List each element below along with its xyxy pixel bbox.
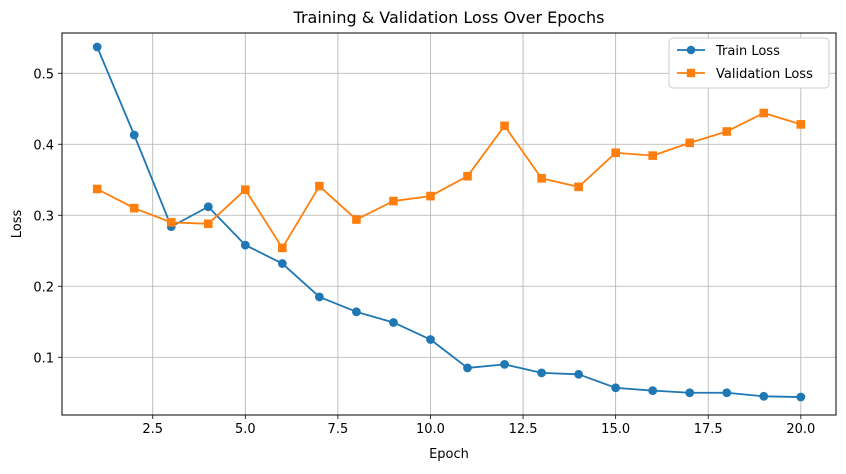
data-point-validation-loss — [759, 108, 769, 118]
data-point-validation-loss — [722, 127, 732, 136]
x-tick-label: 7.5 — [328, 422, 349, 437]
x-tick-label: 17.5 — [694, 422, 723, 437]
y-tick-label: 0.5 — [33, 67, 54, 82]
data-point-validation-loss — [389, 196, 398, 206]
legend-label-train-loss: Train Loss — [715, 44, 780, 59]
data-point-validation-loss — [166, 218, 176, 227]
data-point-train-loss — [574, 369, 584, 379]
data-point-train-loss — [500, 359, 509, 369]
data-point-validation-loss — [129, 203, 139, 213]
data-point-train-loss — [759, 391, 769, 401]
y-tick-label: 0.3 — [33, 209, 54, 224]
series-validation-loss — [92, 108, 806, 253]
data-point-train-loss — [685, 388, 695, 398]
data-point-validation-loss — [203, 219, 213, 229]
data-point-validation-loss — [611, 148, 620, 158]
data-point-validation-loss — [685, 138, 695, 148]
y-tick-label: 0.2 — [33, 280, 54, 295]
data-point-train-loss — [537, 368, 546, 378]
data-point-validation-loss — [574, 182, 583, 192]
series-line-validation-loss — [96, 112, 802, 249]
legend-marker-validation-loss — [686, 68, 696, 78]
series-layer — [92, 42, 806, 402]
chart-title: Training & Validation Loss Over Epochs — [293, 8, 605, 27]
plot-frame — [61, 32, 837, 416]
legend-box — [668, 37, 830, 89]
data-point-train-loss — [722, 388, 732, 398]
x-tick-label: 20.0 — [786, 422, 815, 437]
data-point-validation-loss — [315, 181, 324, 191]
data-point-validation-loss — [241, 185, 250, 195]
data-point-train-loss — [796, 392, 806, 402]
x-tick-label: 12.5 — [509, 422, 538, 437]
data-point-train-loss — [203, 202, 213, 212]
x-axis-label: Epoch — [429, 447, 469, 462]
series-train-loss — [92, 42, 806, 402]
data-point-validation-loss — [426, 191, 435, 201]
y-axis-label: Loss — [10, 210, 25, 239]
x-tick-label: 15.0 — [601, 422, 630, 437]
data-point-train-loss — [463, 363, 472, 373]
x-tick-label: 2.5 — [142, 422, 163, 437]
series-line-train-loss — [96, 46, 801, 398]
axes: 2.5 5.0 7.5 10.0 12.5 15.0 17.5 20.0 0.1 0.2 0.3 0.… — [33, 67, 815, 437]
data-point-validation-loss — [500, 121, 509, 131]
data-point-validation-loss — [352, 215, 361, 224]
data-point-validation-loss — [278, 243, 287, 253]
data-point-train-loss — [426, 335, 435, 344]
y-tick-label: 0.4 — [33, 138, 54, 153]
data-point-validation-loss — [648, 151, 657, 160]
data-point-train-loss — [129, 130, 139, 140]
legend-marker-train-loss — [686, 45, 696, 55]
data-point-train-loss — [648, 386, 658, 396]
data-point-train-loss — [92, 42, 102, 52]
data-point-validation-loss — [796, 120, 806, 129]
data-point-train-loss — [314, 292, 324, 302]
data-point-validation-loss — [537, 174, 546, 183]
legend-label-validation-loss: Validation Loss — [716, 67, 813, 82]
data-point-train-loss — [277, 259, 287, 268]
legend-entry-validation-loss: Validation Loss — [677, 67, 813, 82]
data-point-train-loss — [389, 318, 398, 327]
data-point-train-loss — [352, 307, 361, 317]
data-point-validation-loss — [463, 171, 472, 181]
data-point-validation-loss — [92, 184, 102, 194]
legend: Train Loss Validation Loss — [668, 37, 830, 89]
y-tick-label: 0.1 — [33, 351, 54, 366]
x-tick-label: 10.0 — [416, 422, 445, 437]
legend-entry-train-loss: Train Loss — [677, 44, 780, 59]
data-point-train-loss — [611, 383, 621, 393]
x-tick-label: 5.0 — [235, 422, 256, 437]
data-point-train-loss — [240, 240, 250, 250]
